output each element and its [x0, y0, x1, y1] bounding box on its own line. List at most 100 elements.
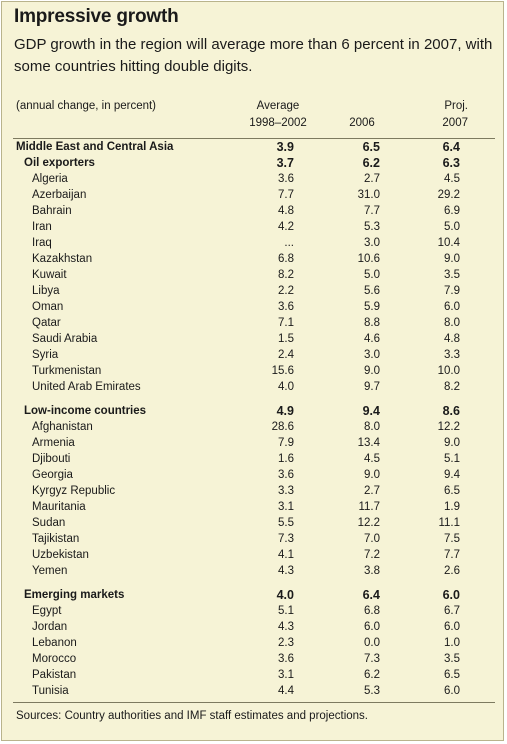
value-average-1998-2002: 3.1 [278, 501, 294, 513]
header-2006: 2006 [349, 117, 375, 129]
value-2006: 6.0 [364, 621, 380, 633]
value-2006: 7.0 [364, 533, 380, 545]
row-label: Morocco [32, 653, 77, 665]
value-2006: 7.7 [364, 205, 380, 217]
value-average-1998-2002: 4.0 [278, 381, 294, 393]
table-row: Pakistan 3.1 6.2 6.5 [2, 667, 505, 683]
value-2006: 8.0 [364, 421, 380, 433]
footer-rule [13, 702, 495, 703]
value-proj-2007: 3.3 [444, 349, 460, 361]
value-average-1998-2002: 15.6 [271, 365, 294, 377]
table-row: United Arab Emirates 4.0 9.7 8.2 [2, 379, 505, 395]
value-proj-2007: 3.5 [444, 653, 460, 665]
value-2006: 9.4 [362, 404, 380, 418]
value-proj-2007: 6.3 [442, 156, 460, 170]
value-average-1998-2002: 3.7 [276, 156, 294, 170]
value-proj-2007: 4.8 [444, 333, 460, 345]
header-rule [13, 138, 495, 139]
row-label: Uzbekistan [32, 549, 89, 561]
row-label: Egypt [32, 605, 62, 617]
value-proj-2007: 6.7 [444, 605, 460, 617]
value-proj-2007: 7.9 [444, 285, 460, 297]
value-2006: 9.0 [364, 469, 380, 481]
table-row: Emerging markets 4.0 6.4 6.0 [2, 587, 505, 603]
table-row: Low-income countries 4.9 9.4 8.6 [2, 403, 505, 419]
value-2006: 5.0 [364, 269, 380, 281]
row-label: Djibouti [32, 453, 71, 465]
row-label: Emerging markets [24, 589, 125, 601]
row-label: United Arab Emirates [32, 381, 141, 393]
value-2006: 8.8 [364, 317, 380, 329]
table-row: Saudi Arabia 1.5 4.6 4.8 [2, 331, 505, 347]
value-proj-2007: 4.5 [444, 173, 460, 185]
value-proj-2007: 1.0 [444, 637, 460, 649]
row-label: Kuwait [32, 269, 67, 281]
row-label: Mauritania [32, 501, 86, 513]
value-2006: 10.6 [357, 253, 380, 265]
value-proj-2007: 6.0 [444, 621, 460, 633]
value-proj-2007: 6.9 [444, 205, 460, 217]
table-row: Algeria 3.6 2.7 4.5 [2, 171, 505, 187]
table-row: Jordan 4.3 6.0 6.0 [2, 619, 505, 635]
table-row: Uzbekistan 4.1 7.2 7.7 [2, 547, 505, 563]
table-row: Georgia 3.6 9.0 9.4 [2, 467, 505, 483]
value-proj-2007: 8.0 [444, 317, 460, 329]
value-2006: 2.7 [364, 173, 380, 185]
value-2006: 9.7 [364, 381, 380, 393]
table-row: Bahrain 4.8 7.7 6.9 [2, 203, 505, 219]
value-average-1998-2002: ... [284, 237, 294, 249]
value-proj-2007: 10.0 [437, 365, 460, 377]
value-average-1998-2002: 2.3 [278, 637, 294, 649]
row-label: Low-income countries [24, 405, 147, 417]
value-2006: 7.2 [364, 549, 380, 561]
row-label: Libya [32, 285, 60, 297]
row-spacer [2, 395, 505, 403]
table-row: Djibouti 1.6 4.5 5.1 [2, 451, 505, 467]
table-row: Lebanon 2.3 0.0 1.0 [2, 635, 505, 651]
table-row: Egypt 5.1 6.8 6.7 [2, 603, 505, 619]
value-average-1998-2002: 4.3 [278, 621, 294, 633]
value-proj-2007: 7.7 [444, 549, 460, 561]
row-label: Middle East and Central Asia [16, 141, 174, 153]
value-2006: 6.5 [362, 140, 380, 154]
table-row: Tunisia 4.4 5.3 6.0 [2, 683, 505, 699]
value-average-1998-2002: 8.2 [278, 269, 294, 281]
value-proj-2007: 10.4 [437, 237, 460, 249]
row-label: Jordan [32, 621, 68, 633]
value-2006: 11.7 [358, 501, 380, 513]
value-average-1998-2002: 1.6 [278, 453, 294, 465]
value-proj-2007: 9.4 [444, 469, 460, 481]
value-proj-2007: 1.9 [444, 501, 460, 513]
unit-label: (annual change, in percent) [16, 100, 157, 112]
value-2006: 3.8 [364, 565, 380, 577]
row-label: Iraq [32, 237, 52, 249]
header-average: Average 1998–2002 [249, 100, 307, 129]
value-average-1998-2002: 4.9 [276, 404, 294, 418]
value-average-1998-2002: 3.6 [278, 653, 294, 665]
table-row: Syria 2.4 3.0 3.3 [2, 347, 505, 363]
table-row: Kuwait 8.2 5.0 3.5 [2, 267, 505, 283]
value-proj-2007: 6.5 [444, 485, 460, 497]
value-average-1998-2002: 4.4 [278, 685, 294, 697]
value-2006: 5.6 [364, 285, 380, 297]
row-label: Oman [32, 301, 64, 313]
value-2006: 5.3 [364, 221, 380, 233]
value-2006: 31.0 [357, 189, 380, 201]
row-label: Syria [32, 349, 59, 361]
table-row: Morocco 3.6 7.3 3.5 [2, 651, 505, 667]
row-label: Kyrgyz Republic [32, 485, 116, 497]
value-proj-2007: 29.2 [437, 189, 460, 201]
table-row: Mauritania 3.1 11.7 1.9 [2, 499, 505, 515]
row-label: Turkmenistan [32, 365, 102, 377]
row-label: Armenia [32, 437, 75, 449]
value-proj-2007: 6.0 [444, 685, 460, 697]
value-proj-2007: 5.0 [444, 221, 460, 233]
table-row: Kyrgyz Republic 3.3 2.7 6.5 [2, 483, 505, 499]
value-average-1998-2002: 3.1 [278, 669, 294, 681]
table-row: Armenia 7.9 13.4 9.0 [2, 435, 505, 451]
value-average-1998-2002: 6.8 [278, 253, 294, 265]
value-average-1998-2002: 3.6 [278, 301, 294, 313]
value-proj-2007: 6.4 [442, 140, 460, 154]
table-row: Middle East and Central Asia 3.9 6.5 6.4 [2, 139, 505, 155]
table-header: (annual change, in percent) Average 1998… [2, 98, 505, 138]
